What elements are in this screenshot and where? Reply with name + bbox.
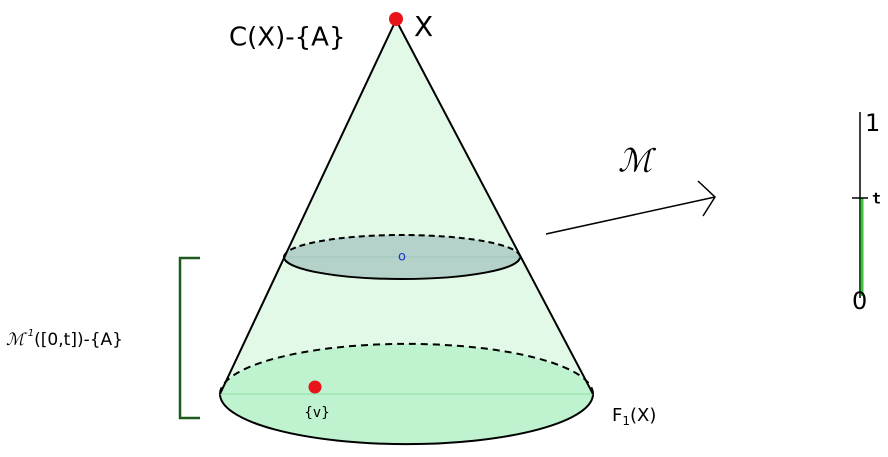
apex-point-label: X	[414, 10, 433, 43]
preimage-sup: -1	[24, 328, 34, 339]
map-label: ℳ	[618, 142, 657, 180]
vertex-label: {v}	[304, 405, 329, 421]
center-label: o	[398, 250, 406, 265]
apex-point	[389, 12, 403, 26]
apex-label: C(X)-{A}	[229, 23, 346, 53]
preimage-label: ℳ-1([0,t])-{A}	[6, 328, 123, 350]
fiber-label: F1(X)	[612, 405, 656, 428]
vertex-point	[309, 381, 322, 394]
fiber-sub: 1	[622, 414, 630, 428]
interval-mid-label: t	[872, 190, 881, 208]
map-arrow	[546, 197, 715, 234]
diagram: C(X)-{A} X o {v} F1(X) ℳ-1([0,t])-{A} ℳ …	[0, 0, 888, 457]
fiber-base: F	[612, 405, 622, 426]
interval-top-label: 1	[865, 109, 880, 137]
bracket	[180, 258, 200, 418]
preimage-rest: ([0,t])-{A}	[34, 330, 123, 350]
interval-bottom-label: 0	[852, 287, 867, 315]
fiber-rest: (X)	[630, 405, 656, 426]
